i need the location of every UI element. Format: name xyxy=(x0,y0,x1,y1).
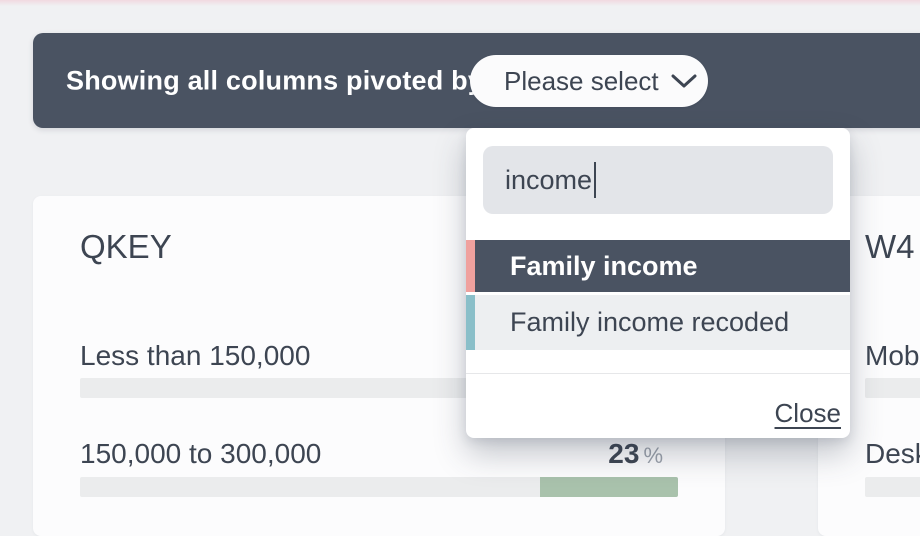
percent-unit: % xyxy=(643,443,663,468)
variable-search-input[interactable]: income xyxy=(483,146,833,214)
bar-segment xyxy=(80,477,541,497)
pivot-toolbar: Showing all columns pivoted by Please se… xyxy=(33,33,920,128)
bar-segment xyxy=(540,477,678,497)
chevron-down-icon xyxy=(671,74,697,88)
dropdown-footer-divider xyxy=(466,373,850,374)
category-label: Desk xyxy=(865,438,920,469)
category-label: Less than 150,000 xyxy=(80,340,311,371)
option-label: Family income xyxy=(510,250,698,281)
option-accent-strip xyxy=(466,240,475,292)
text-cursor xyxy=(594,162,597,198)
pivot-variable-dropdown: income Family income Family income recod… xyxy=(466,128,850,438)
category-percent: 23 % xyxy=(608,438,663,470)
card-title: W4 xyxy=(865,228,915,265)
category-label: 150,000 to 300,000 xyxy=(80,438,322,469)
dropdown-option-family-income[interactable]: Family income xyxy=(466,240,850,292)
option-label: Family income recoded xyxy=(510,307,790,337)
bar-segment xyxy=(865,378,920,398)
close-link[interactable]: Close xyxy=(774,398,841,428)
top-accent-line xyxy=(0,0,920,6)
category-bar xyxy=(80,477,678,497)
search-input-value: income xyxy=(505,164,593,195)
percent-value: 23 xyxy=(608,438,640,469)
dropdown-option-list: Family income Family income recoded xyxy=(466,240,850,350)
category-bar xyxy=(865,477,920,497)
category-bar xyxy=(865,378,920,398)
pivot-select-value: Please select xyxy=(504,65,659,96)
pivot-select-button[interactable]: Please select xyxy=(470,55,708,107)
option-accent-strip xyxy=(466,295,475,350)
pivot-toolbar-label: Showing all columns pivoted by xyxy=(66,65,484,95)
card-title: QKEY xyxy=(80,228,172,265)
bar-segment xyxy=(865,477,920,497)
dropdown-option-family-income-recoded[interactable]: Family income recoded xyxy=(466,295,850,350)
category-label: Mob xyxy=(865,340,920,371)
